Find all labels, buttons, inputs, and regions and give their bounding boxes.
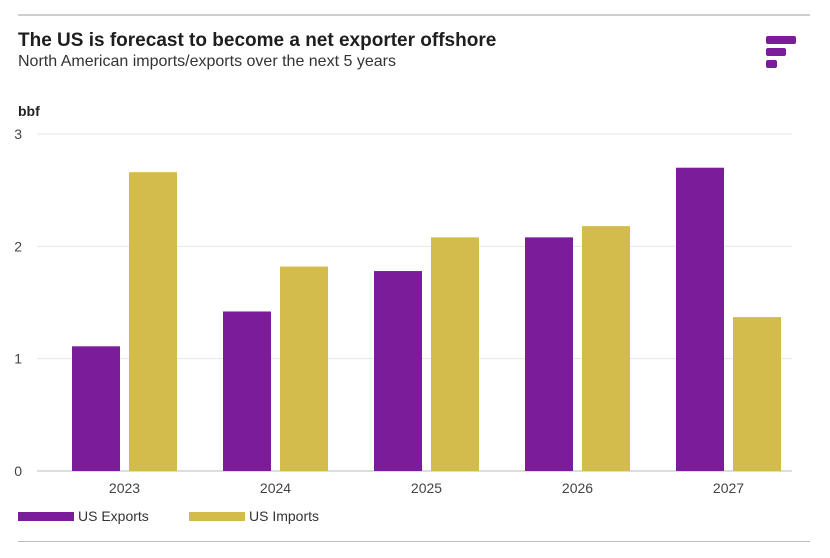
bottom-divider xyxy=(18,541,810,542)
legend-swatch-imports xyxy=(189,511,245,521)
x-tick-label: 2023 xyxy=(109,480,140,496)
legend-item-exports: US Exports xyxy=(18,508,149,524)
bar-us-imports xyxy=(733,317,781,471)
brand-logo-icon xyxy=(766,36,796,68)
legend-label-imports: US Imports xyxy=(249,508,320,524)
x-tick-label: 2026 xyxy=(562,480,593,496)
bar-us-imports xyxy=(582,226,630,471)
bar-us-imports xyxy=(280,266,328,471)
chart-subtitle: North American imports/exports over the … xyxy=(18,53,396,70)
bar-us-exports xyxy=(525,237,573,471)
y-axis-label: bbf xyxy=(18,103,40,119)
bar-us-exports xyxy=(223,311,271,471)
bar-us-exports xyxy=(374,271,422,471)
legend-item-imports: US Imports xyxy=(189,508,319,524)
y-tick-label: 2 xyxy=(14,238,22,254)
y-tick-label: 3 xyxy=(14,126,22,142)
chart-title: The US is forecast to become a net expor… xyxy=(18,30,497,51)
bar-us-imports xyxy=(129,172,177,471)
x-tick-label: 2025 xyxy=(411,480,442,496)
legend-label-exports: US Exports xyxy=(78,508,149,524)
top-divider xyxy=(18,14,810,16)
bar-us-exports xyxy=(72,346,120,471)
y-tick-label: 0 xyxy=(14,463,22,479)
bar-chart: bbf 0 1 2 3 2023 2024 2025 2026 2027 xyxy=(14,103,792,496)
bar-us-imports xyxy=(431,237,479,471)
bar-us-exports xyxy=(676,167,724,471)
x-tick-label: 2027 xyxy=(713,480,744,496)
y-tick-label: 1 xyxy=(14,351,22,367)
x-tick-label: 2024 xyxy=(260,480,291,496)
legend-swatch-exports xyxy=(18,511,74,521)
